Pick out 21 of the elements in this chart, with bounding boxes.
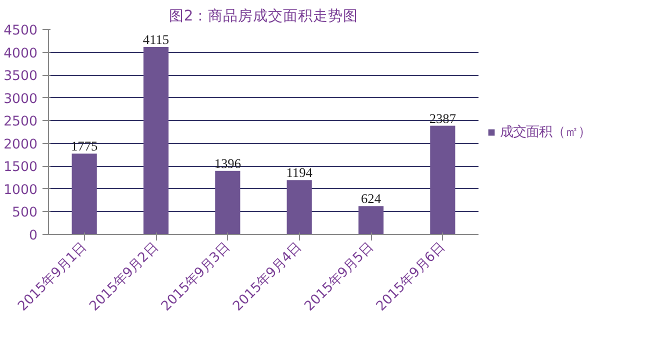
bar — [430, 126, 456, 234]
y-tick-label: 0 — [29, 228, 38, 244]
data-label: 1194 — [286, 165, 313, 180]
data-label: 624 — [361, 191, 382, 206]
y-tick-label: 4500 — [4, 24, 38, 38]
y-tick-label: 4000 — [4, 46, 38, 62]
y-tick-label: 500 — [12, 206, 38, 221]
bar — [143, 47, 169, 234]
y-tick-label: 3000 — [4, 92, 38, 107]
bar — [215, 170, 240, 234]
y-tick-label: 1000 — [4, 182, 38, 198]
bar — [72, 154, 97, 234]
y-tick-label: 2000 — [4, 137, 38, 152]
y-tick-label: 1500 — [4, 160, 38, 176]
chart-title: 图2：商品房成交面积走势图 — [168, 8, 358, 24]
data-label: 4115 — [142, 32, 170, 48]
bar — [358, 206, 384, 234]
legend-label: 成交面积（㎡） — [500, 124, 591, 140]
bar — [286, 180, 312, 234]
y-tick-label: 2500 — [4, 114, 38, 130]
y-tick-label: 3500 — [4, 69, 38, 84]
